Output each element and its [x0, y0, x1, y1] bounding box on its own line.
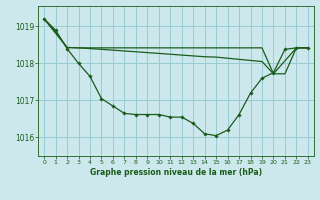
X-axis label: Graphe pression niveau de la mer (hPa): Graphe pression niveau de la mer (hPa): [90, 168, 262, 177]
